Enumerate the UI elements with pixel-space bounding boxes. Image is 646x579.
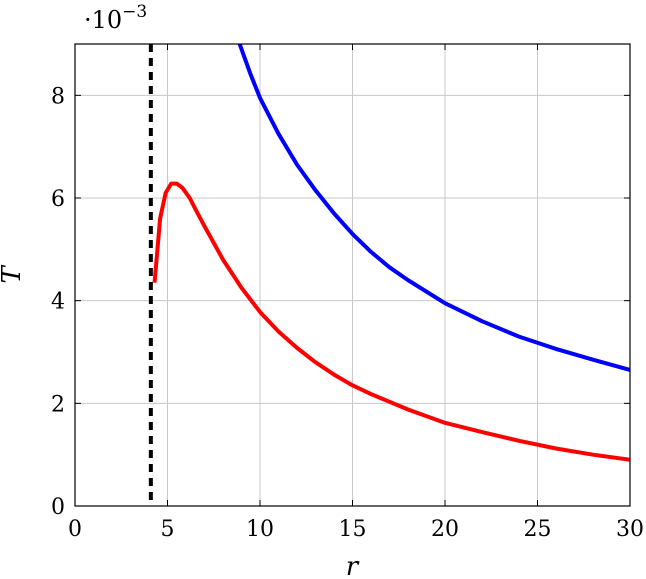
tick-labels: 0 5 10 15 20 25 30 0 2 4 6 8 bbox=[51, 84, 644, 542]
x-tick-label: 20 bbox=[431, 517, 459, 542]
grid bbox=[74, 44, 631, 507]
x-tick-label: 5 bbox=[161, 517, 175, 542]
x-tick-label: 15 bbox=[339, 517, 367, 542]
y-tick-label: 8 bbox=[51, 84, 65, 109]
x-tick-label: 30 bbox=[616, 517, 644, 542]
x-tick-label: 25 bbox=[524, 517, 552, 542]
y-tick-label: 6 bbox=[51, 187, 65, 212]
series-line-2 bbox=[152, 181, 630, 462]
x-axis-label: r bbox=[346, 552, 360, 579]
y-axis-label: T bbox=[0, 265, 27, 284]
series-line-1 bbox=[237, 44, 630, 372]
series-layer bbox=[152, 44, 630, 462]
x-tick-label: 0 bbox=[68, 517, 82, 542]
y-tick-label: 0 bbox=[51, 495, 65, 520]
y-tick-label: 2 bbox=[51, 392, 65, 417]
x-tick-label: 10 bbox=[246, 517, 274, 542]
scale-multiplier: ·10−3 bbox=[84, 2, 147, 34]
scale-multiplier-base: ·10 bbox=[84, 6, 122, 34]
ticks bbox=[74, 44, 631, 507]
scale-multiplier-exponent: −3 bbox=[122, 2, 147, 22]
y-tick-label: 4 bbox=[51, 290, 65, 315]
